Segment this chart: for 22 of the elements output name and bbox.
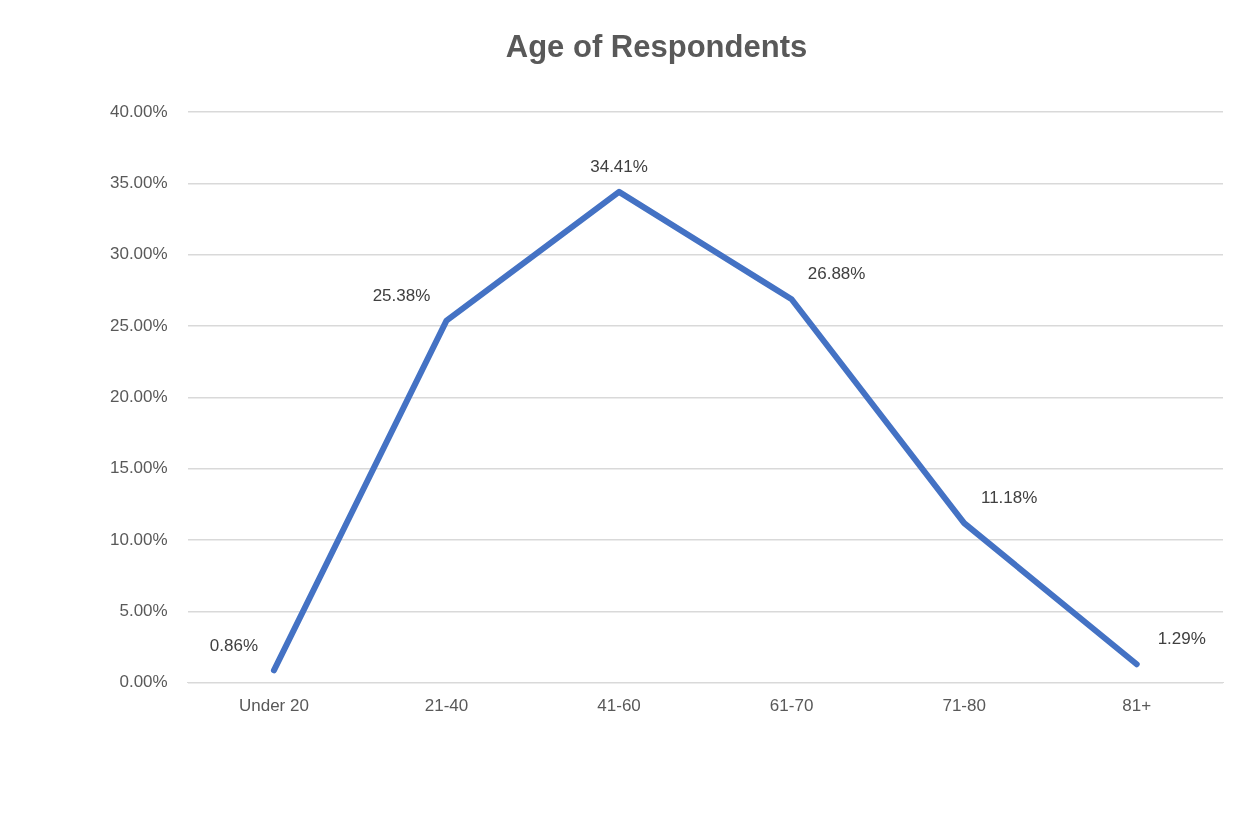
x-tick-label: 61-70 (769, 696, 814, 716)
x-tick-label: 71-80 (942, 696, 986, 716)
y-tick-label: 30.00% (109, 244, 168, 264)
x-tick-label: 41-60 (597, 696, 641, 716)
y-tick-label: 10.00% (109, 529, 168, 549)
data-label: 11.18% (980, 488, 1038, 508)
data-label: 0.86% (209, 635, 259, 655)
y-tick-label: 20.00% (109, 387, 168, 407)
data-label: 1.29% (1157, 629, 1206, 649)
y-tick-label: 15.00% (109, 458, 168, 478)
x-tick-label: 21-40 (424, 696, 469, 716)
y-tick-label: 35.00% (109, 173, 168, 193)
x-tick-label: 81+ (1122, 696, 1152, 716)
y-tick-label: 0.00% (119, 672, 168, 692)
y-tick-label: 40.00% (109, 101, 168, 121)
y-tick-label: 5.00% (119, 600, 168, 620)
data-label: 25.38% (372, 285, 431, 305)
data-label: 34.41% (590, 157, 648, 177)
y-tick-label: 25.00% (109, 315, 168, 335)
data-label: 26.88% (807, 264, 866, 284)
x-tick-label: Under 20 (238, 696, 309, 716)
chart-title: Age of Respondents (505, 29, 808, 65)
